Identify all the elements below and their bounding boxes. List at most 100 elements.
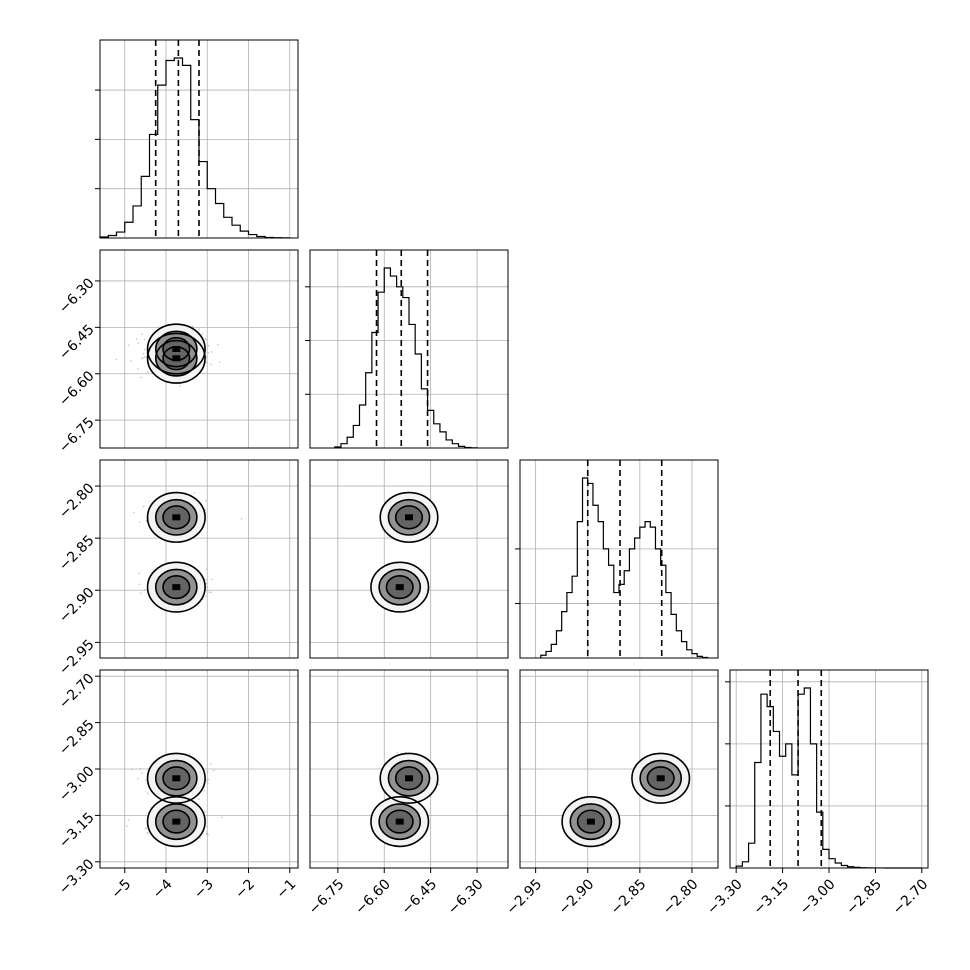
joint-panel-3-0-sample-37	[131, 768, 134, 771]
joint-panel-2-0-density	[132, 491, 243, 613]
joint-panel-2-0-sample-157	[142, 505, 145, 508]
joint-panel-2-0-sample-159	[193, 492, 195, 494]
joint-panel-2-1-density	[370, 491, 439, 613]
joint-panel-1-0-sample-83	[143, 348, 146, 351]
hist-panel-3-x-tick-label-4: −2.70	[890, 876, 932, 918]
joint-panel-2-0-peak-1	[172, 514, 181, 521]
joint-panel-3-2: −2.95 −2.90 −2.85 −2.80	[504, 669, 719, 918]
joint-panel-3-0-sample-229	[197, 798, 200, 801]
joint-panel-3-1-peak-1	[405, 775, 413, 782]
joint-panel-1-0-contour-0-0	[146, 332, 206, 384]
joint-panel-3-0-sample-419	[141, 772, 144, 775]
joint-panel-3-0-y-tick-label-3: −2.85	[56, 717, 98, 759]
joint-panel-2-0-contour-2-1	[162, 505, 191, 530]
joint-panel-1-0-sample-413	[140, 333, 143, 335]
joint-panel-2-0-contour-0-0	[146, 561, 206, 613]
joint-panel-3-0-x-tick-label-4: −1	[273, 876, 299, 902]
hist-panel-1-frame	[309, 249, 509, 449]
joint-panel-3-0-contour-2-1	[162, 766, 191, 791]
joint-panel-3-2-contour-0-1	[631, 752, 691, 804]
joint-panel-1-0-frame	[99, 249, 299, 449]
hist-panel-3-x-tick-label-3: −2.85	[843, 876, 885, 918]
joint-panel-1-0-sample-411	[205, 338, 207, 341]
joint-panel-3-0-sample-179	[147, 792, 149, 794]
joint-panel-3-2-x-tick-label-2: −2.85	[608, 876, 650, 918]
hist-panel-3-x-tick-label-2: −3.00	[797, 876, 839, 918]
joint-panel-3-2-frame	[519, 669, 719, 869]
joint-panel-2-0-sample-57	[205, 499, 207, 502]
joint-panel-2-0-y-tick-label-2: −2.85	[56, 533, 98, 575]
hist-panel-2-histogram	[540, 477, 709, 659]
joint-panel-1-0-sample-379	[142, 357, 144, 359]
joint-panel-2-1-contour-2-0	[385, 575, 414, 600]
joint-panel-3-0-sample-46	[199, 837, 202, 840]
joint-panel-2-1-contour-0-0	[370, 561, 430, 613]
joint-panel-3-0-contour-1-1	[154, 759, 198, 797]
joint-panel-3-1-frame	[309, 669, 509, 869]
joint-panel-2-0-contour-0-1	[146, 491, 206, 543]
joint-panel-2-0-sample-176	[143, 589, 146, 591]
joint-panel-1-0-density	[115, 323, 221, 388]
joint-panel-3-0-contour-2-0	[162, 809, 191, 834]
joint-panel-1-0-sample-299	[115, 358, 118, 361]
joint-panel-3-0-sample-389	[206, 771, 209, 774]
joint-panel-3-1-contour-2-1	[394, 766, 424, 791]
joint-panel-3-0-density	[125, 752, 223, 848]
joint-panel-2-0-contour-1-1	[154, 498, 198, 536]
joint-panel-1-0-sample-294	[143, 356, 146, 358]
joint-panel-2-1-peak-0	[395, 584, 404, 591]
hist-panel-0	[95, 39, 299, 239]
joint-panel-2-0-sample-32	[138, 583, 141, 586]
joint-panel-2-0-sample-95	[204, 509, 207, 512]
joint-panel-3-1-density	[370, 751, 440, 848]
joint-panel-3-0-sample-348	[205, 833, 208, 835]
joint-panel-2-1-contour-1-1	[387, 498, 431, 536]
joint-panel-1-0-sample-136	[137, 368, 139, 370]
joint-panel-3-0-x-tick-label-1: −4	[150, 876, 176, 902]
joint-panel-1-0-y-tick-label-3: −6.30	[56, 275, 98, 317]
hist-panel-1	[305, 249, 509, 449]
joint-panel-1-0-sample-89	[130, 360, 132, 362]
joint-panel-3-0: −3.30−3.15 −3.00−2.85−2.70 −5 −4 −3 −2 −1	[56, 669, 299, 902]
hist-panel-2-frame	[519, 459, 719, 659]
hist-panel-3: −3.30 −3.15 −3.00 −2.85 −2.70	[704, 669, 932, 918]
joint-panel-3-2-x-tick-label-0: −2.95	[504, 876, 546, 918]
joint-panel-3-1-contour-0-1	[379, 752, 439, 804]
joint-panel-3-1-contour-1-1	[387, 759, 431, 797]
joint-panel-2-0-sample-206	[205, 586, 208, 589]
joint-panel-1-0-sample-389	[145, 352, 148, 355]
joint-panel-3-0-y-tick-label-1: −3.15	[56, 810, 98, 852]
hist-panel-0-histogram	[99, 57, 291, 239]
joint-panel-1-0-sample-94	[142, 352, 145, 355]
joint-panel-1-0-sample-402	[210, 363, 213, 366]
joint-panel-2-0-y-tick-label-3: −2.80	[56, 480, 98, 522]
joint-panel-3-1-sample-365	[404, 751, 407, 754]
joint-panel-2-0-sample-38	[204, 578, 207, 581]
joint-panel-1-0-sample-180	[147, 371, 149, 373]
joint-panel-2-0-peak-0	[172, 584, 181, 591]
joint-panel-1-0-peak-0	[172, 355, 181, 362]
joint-panel-3-1-contour-2-0	[385, 809, 414, 834]
joint-panel-3-1-x-tick-label-2: −6.45	[399, 876, 441, 918]
joint-panel-3-1-x-tick-label-1: −6.60	[352, 876, 394, 918]
joint-panel-2-0-sample-76	[204, 595, 207, 598]
joint-panel-3-2-sample-66	[602, 844, 605, 847]
joint-panel-3-0-sample-81	[144, 779, 147, 781]
joint-panel-1-0-sample-399	[137, 342, 140, 344]
joint-panel-2-0-sample-254	[211, 578, 214, 581]
joint-panel-3-2-x-tick-label-3: −2.80	[660, 876, 702, 918]
joint-panel-1-0-sample-377	[198, 328, 200, 331]
joint-panel-3-2-peak-1	[656, 775, 665, 782]
hist-panel-3-x-tick-label-1: −3.15	[751, 876, 793, 918]
joint-panel-1-0-peak-1	[172, 346, 181, 352]
joint-panel-3-2-density	[561, 752, 691, 848]
joint-panel-1-0-sample-401	[127, 344, 130, 347]
joint-panel-2-0-contour-1-0	[154, 568, 198, 606]
hist-panel-2	[515, 459, 719, 659]
joint-panel-2-0-sample-323	[132, 511, 135, 514]
joint-panel-3-0-sample-232	[146, 832, 149, 834]
joint-panel-1-0-sample-93	[192, 325, 194, 328]
joint-panel-1-0-sample-75	[143, 338, 146, 341]
hist-panel-1-histogram	[334, 267, 478, 449]
joint-panel-1-0-y-tick-label-2: −6.45	[56, 322, 98, 364]
